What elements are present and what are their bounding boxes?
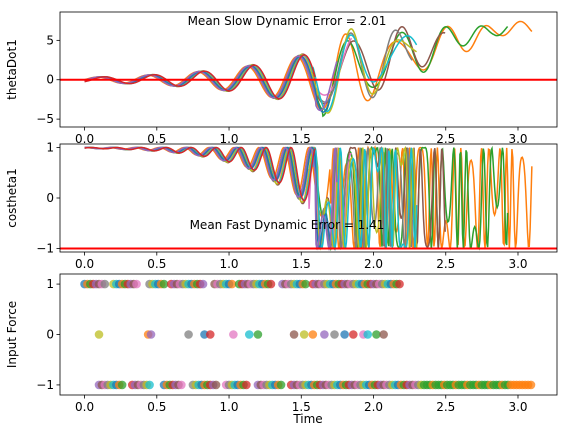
force-point <box>184 330 193 339</box>
force-point <box>266 279 276 289</box>
force-point <box>289 330 299 339</box>
force-point <box>229 330 238 339</box>
y-tick-label: 1 <box>46 141 54 155</box>
thetadot1-y-ticks: −5 0 5 <box>36 33 60 126</box>
costheta1-series-group <box>84 145 533 252</box>
force-point <box>379 330 388 339</box>
force-point <box>146 330 156 339</box>
panel-costheta1: 0.0 0.5 1.0 1.5 2.0 2.5 3.0 −1 0 1 costheta1 Mea… <box>5 141 558 271</box>
force-point <box>244 330 254 339</box>
force-point <box>340 330 349 339</box>
force-point <box>100 279 110 289</box>
x-tick-label: 0.5 <box>147 400 166 414</box>
force-point <box>145 380 154 390</box>
force-point <box>320 330 329 339</box>
x-tick-label: 2.5 <box>436 132 455 146</box>
x-tick-label: 1.5 <box>292 257 311 271</box>
force-point <box>372 330 381 339</box>
force-point <box>94 330 104 339</box>
costheta1-y-ticks: −1 0 1 <box>36 141 60 255</box>
x-tick-label: 2.0 <box>364 257 383 271</box>
series-line <box>84 146 316 202</box>
force-point <box>117 380 127 390</box>
x-tick-label: 1.0 <box>219 400 238 414</box>
force-point <box>299 330 309 339</box>
input-force-ylabel: Input Force <box>5 301 19 368</box>
thetadot1-series-group <box>84 20 533 118</box>
input-force-points-group <box>80 279 536 390</box>
input-force-y-ticks: −1 0 1 <box>36 277 60 392</box>
force-point <box>253 330 263 339</box>
x-tick-label: 3.0 <box>508 132 527 146</box>
input-force-xlabel: Time <box>292 412 322 426</box>
panel-input-force: 0.0 0.5 1.0 1.5 2.0 2.5 3.0 −1 0 1 Input Force T… <box>5 273 558 426</box>
input-force-axes-frame <box>59 273 558 396</box>
x-tick-label: 3.0 <box>508 257 527 271</box>
force-point <box>301 279 310 289</box>
x-tick-label: 0.0 <box>75 257 94 271</box>
force-point <box>132 279 141 289</box>
y-tick-label: 0 <box>46 191 54 205</box>
force-point <box>526 380 536 390</box>
thetadot1-axes-frame <box>59 11 558 128</box>
y-tick-label: 1 <box>46 277 54 291</box>
x-tick-label: 1.5 <box>292 132 311 146</box>
thetadot1-x-ticks: 0.0 0.5 1.0 1.5 2.0 2.5 3.0 <box>75 127 528 146</box>
force-point <box>242 380 251 390</box>
force-point <box>177 380 186 390</box>
costheta1-ylabel: costheta1 <box>5 168 19 228</box>
series-line <box>84 54 316 100</box>
force-point <box>211 380 221 390</box>
force-point <box>330 330 339 339</box>
costheta1-x-ticks: 0.0 0.5 1.0 1.5 2.0 2.5 3.0 <box>75 252 528 271</box>
force-point <box>363 330 373 339</box>
series-line <box>84 55 331 113</box>
x-tick-label: 2.5 <box>436 400 455 414</box>
x-tick-label: 1.0 <box>219 257 238 271</box>
force-point <box>227 279 237 289</box>
y-tick-label: 5 <box>46 33 54 47</box>
x-tick-label: 0.5 <box>147 257 166 271</box>
x-tick-label: 1.5 <box>292 400 311 414</box>
x-tick-label: 0.0 <box>75 132 94 146</box>
force-point <box>395 279 404 289</box>
thetadot1-ylabel: thetaDot1 <box>5 39 19 100</box>
force-point <box>276 380 286 390</box>
y-tick-label: −1 <box>36 378 54 392</box>
costheta1-annotation: Mean Fast Dynamic Error = 1.41 <box>190 218 385 232</box>
y-tick-label: 0 <box>46 328 54 342</box>
x-tick-label: 0.5 <box>147 132 166 146</box>
input-force-x-ticks: 0.0 0.5 1.0 1.5 2.0 2.5 3.0 <box>75 395 528 414</box>
y-tick-label: −5 <box>36 112 54 126</box>
x-tick-label: 2.0 <box>364 400 383 414</box>
x-tick-label: 2.0 <box>364 132 383 146</box>
panel-thetadot1: 0.0 0.5 1.0 1.5 2.0 2.5 3.0 −5 0 5 thetaDot1 Mea… <box>5 11 558 146</box>
force-point <box>308 330 318 339</box>
x-tick-label: 3.0 <box>508 400 527 414</box>
x-tick-label: 0.0 <box>75 400 94 414</box>
x-tick-label: 2.5 <box>436 257 455 271</box>
force-point <box>198 279 208 289</box>
force-point <box>205 330 215 339</box>
force-point <box>159 279 169 289</box>
y-tick-label: −1 <box>36 241 54 255</box>
series-line <box>84 55 338 112</box>
thetadot1-annotation: Mean Slow Dynamic Error = 2.01 <box>188 14 387 28</box>
y-tick-label: 0 <box>46 73 54 87</box>
force-point <box>348 330 358 339</box>
series-line <box>84 25 509 118</box>
x-tick-label: 1.0 <box>219 132 238 146</box>
